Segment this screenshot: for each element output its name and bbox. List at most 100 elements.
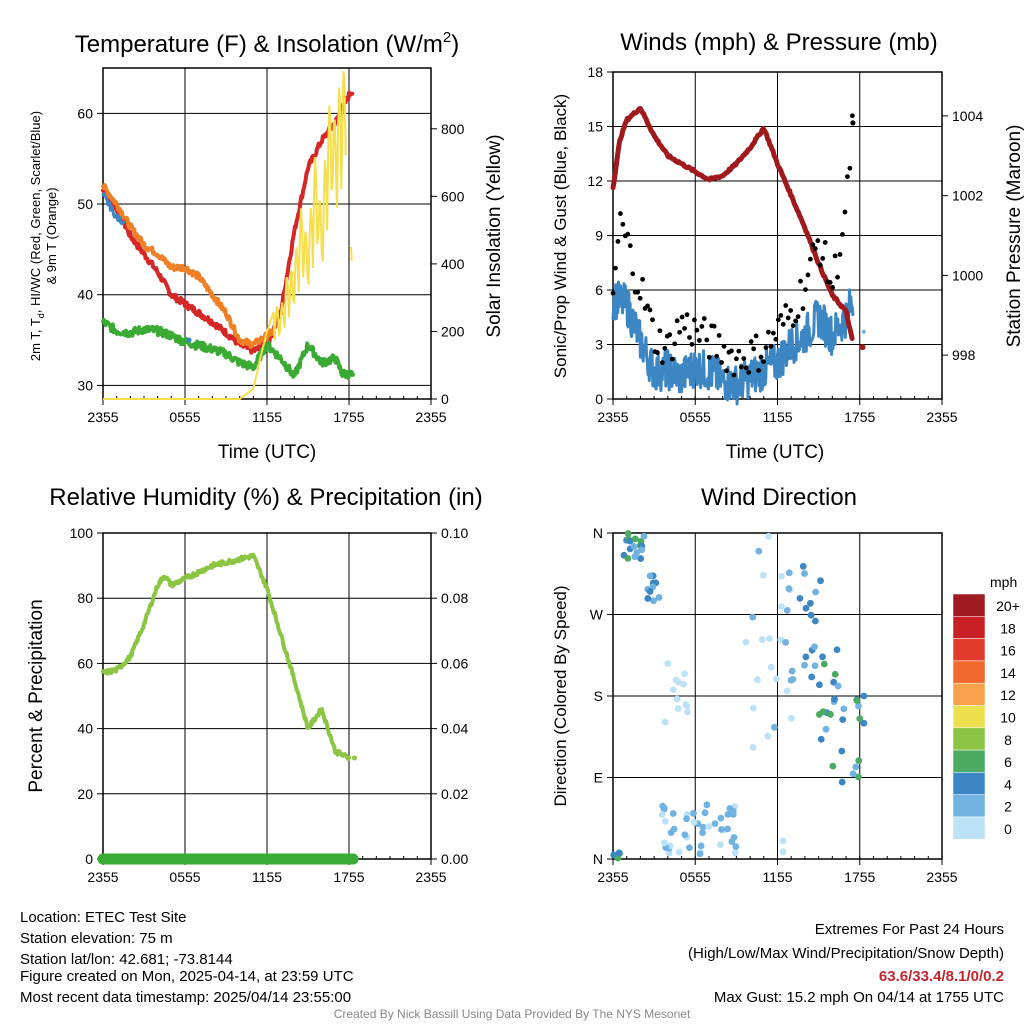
direction-point [631, 535, 639, 543]
legend-label: 6 [1004, 754, 1012, 770]
gust-point [785, 315, 791, 321]
direction-point [624, 554, 632, 562]
direction-point [817, 577, 824, 585]
direction-point [755, 547, 763, 555]
direction-frame [612, 532, 943, 860]
direction-point [644, 595, 652, 602]
direction-point [718, 826, 725, 833]
direction-point [690, 818, 698, 826]
direction-point [796, 594, 804, 602]
direction-point [637, 555, 645, 562]
direction-point [630, 542, 638, 550]
temperature-xtick-label: 0555 [169, 409, 200, 425]
direction-point [812, 588, 820, 596]
gust-point [756, 368, 761, 373]
temperature-y2tick-label: 400 [441, 256, 465, 272]
gust-point [711, 323, 717, 329]
gust-point [835, 274, 840, 280]
direction-point [789, 675, 797, 683]
gust-point [615, 239, 621, 244]
direction-point [661, 839, 668, 847]
direction-point [819, 653, 826, 661]
gust-point [773, 336, 779, 342]
gust-point [753, 333, 759, 339]
direction-point [699, 829, 706, 837]
temperature-y2tick-label: 200 [441, 323, 465, 339]
gust-point [820, 256, 826, 261]
direction-point [717, 814, 725, 822]
footer-location: Location: ETEC Test Site [20, 909, 186, 926]
gust-point [743, 365, 749, 371]
relative-humidity-line [101, 552, 351, 761]
direction-point [638, 546, 646, 554]
winds-ytick-label: 12 [587, 173, 603, 189]
gust-point [763, 345, 769, 350]
direction-point [779, 837, 787, 845]
temperature-panel: 2355 0555 1155 1755 235530405060020040060080… [77, 67, 465, 425]
humidity-end-dot [351, 755, 357, 761]
gust-point [706, 354, 712, 360]
direction-point [777, 572, 785, 580]
legend-label: 14 [1000, 665, 1016, 681]
direction-point [672, 676, 680, 684]
direction-point [701, 809, 709, 817]
direction-point [658, 811, 666, 818]
gust-point [741, 356, 747, 361]
extremes-title: Extremes For Past 24 Hours [815, 921, 1004, 938]
gust-point [645, 303, 650, 309]
direction-point [724, 811, 732, 818]
direction-point [783, 687, 791, 695]
gust-point [808, 256, 813, 262]
direction-point [758, 636, 766, 644]
gust-point [627, 243, 633, 249]
gust-point [827, 280, 833, 285]
gust-point [637, 295, 643, 301]
gust-point [704, 337, 710, 343]
direction-point [830, 678, 838, 686]
direction-point [681, 831, 689, 839]
direction-point [696, 850, 704, 858]
winds-ytick-label: 0 [595, 391, 603, 407]
legend-swatch [952, 794, 986, 818]
gust-point [679, 314, 685, 320]
gust-point [746, 369, 752, 375]
legend-swatch [952, 638, 986, 662]
winds-ytick-label: 18 [587, 64, 603, 80]
gust-point [766, 329, 771, 335]
legend-swatch [952, 749, 986, 773]
humidity-y2tick-label: 0.08 [441, 590, 468, 606]
footer-recent: Most recent data timestamp: 2025/04/14 2… [20, 989, 351, 1006]
humidity-ytick-label: 100 [70, 525, 94, 541]
direction-point [783, 606, 791, 614]
direction-point [669, 686, 677, 694]
humidity-ytick-label: 0 [85, 851, 93, 867]
gust-point [790, 323, 796, 329]
direction-point [646, 588, 654, 595]
temperature-xtick-label: 2355 [87, 409, 118, 425]
direction-point [849, 770, 857, 778]
winds-y2tick-label: 1002 [952, 188, 983, 204]
legend-swatch [952, 616, 986, 639]
direction-point [749, 704, 757, 712]
gust-point [817, 262, 823, 268]
winds-frame [612, 71, 943, 400]
direction-point [614, 854, 622, 862]
gust-point [674, 318, 680, 324]
gust-max-point [850, 120, 856, 126]
gust-point [657, 328, 663, 334]
gust-point [832, 253, 838, 259]
direction-point [650, 597, 657, 605]
direction-point [729, 807, 737, 815]
winds-y2tick-label: 998 [952, 347, 976, 363]
gust-point [840, 232, 845, 237]
legend-label: 2 [1004, 799, 1012, 815]
footer-elevation: Station elevation: 75 m [20, 930, 173, 947]
gust-point [842, 209, 848, 215]
direction-point [749, 743, 757, 751]
gust-point [798, 278, 803, 284]
legend-label: 12 [1000, 687, 1016, 703]
winds-xtick-label: 2355 [597, 409, 628, 425]
direction-point [661, 817, 669, 825]
gust-point [689, 341, 695, 347]
winds-xtick-label: 1155 [762, 409, 792, 425]
